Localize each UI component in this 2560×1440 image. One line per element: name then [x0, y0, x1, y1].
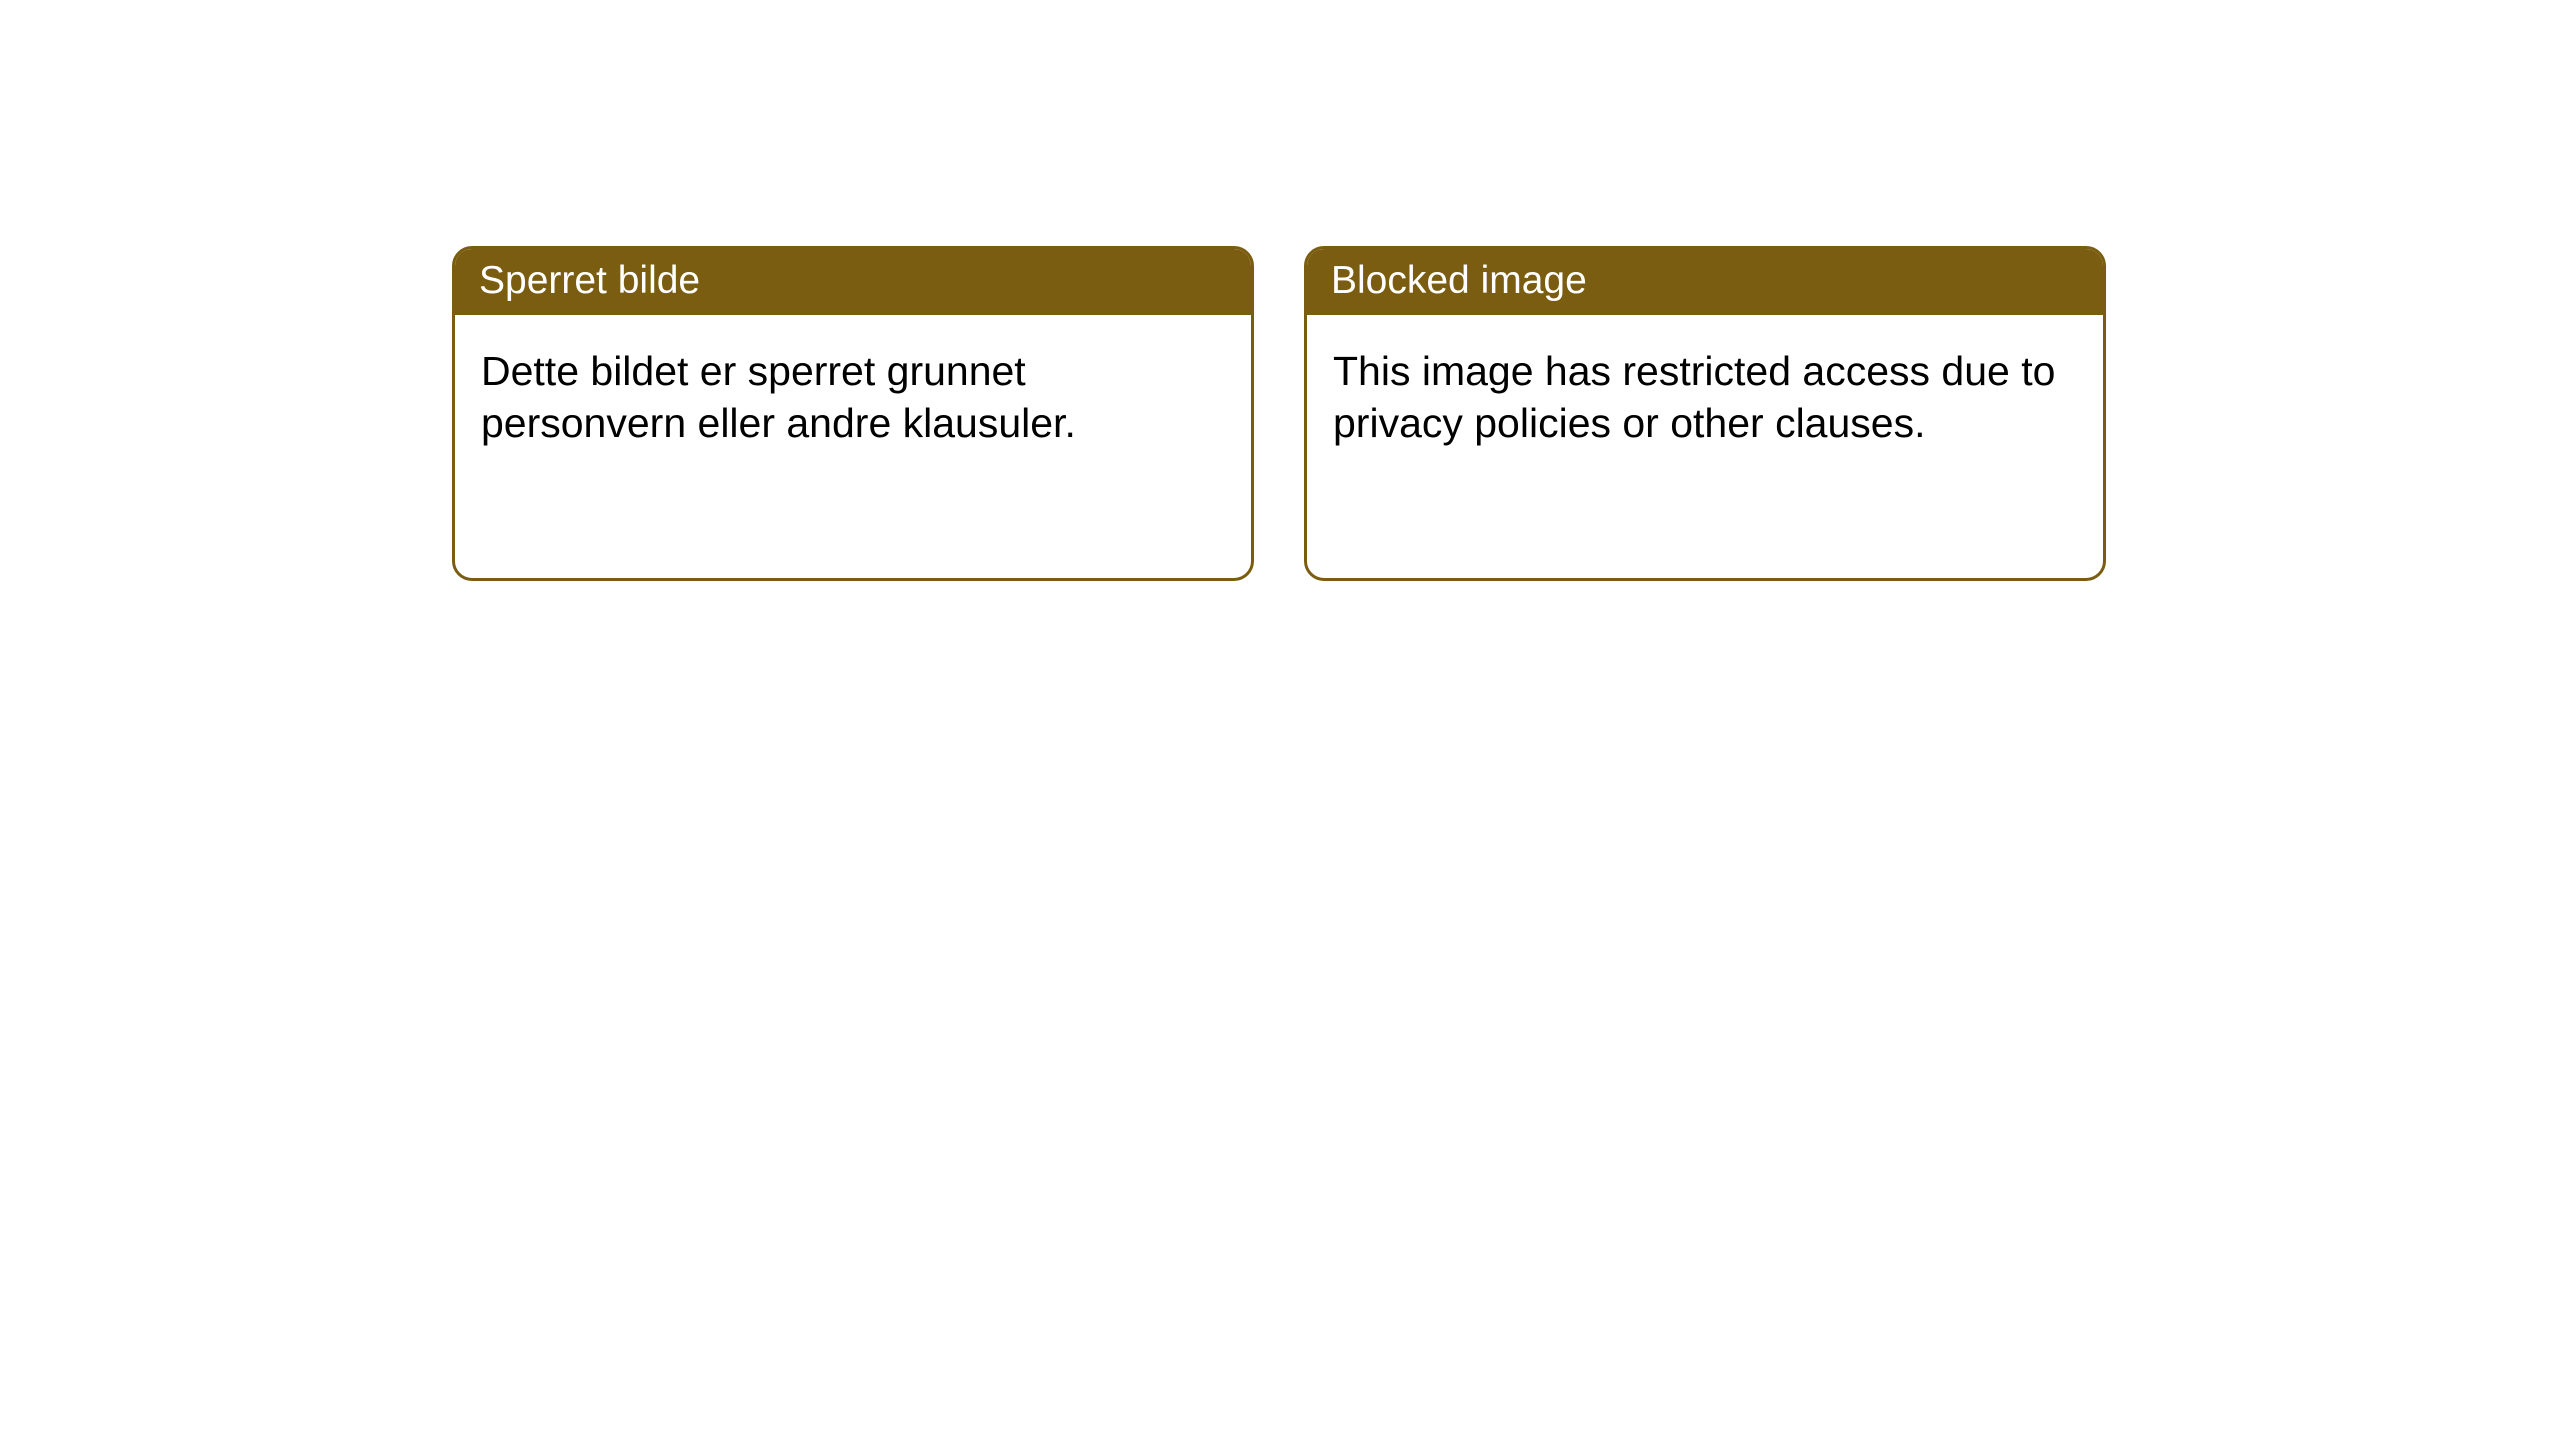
- card-body-no: Dette bildet er sperret grunnet personve…: [455, 315, 1251, 480]
- card-header-en: Blocked image: [1307, 249, 2103, 315]
- card-body-en: This image has restricted access due to …: [1307, 315, 2103, 480]
- blocked-image-card-no: Sperret bilde Dette bildet er sperret gr…: [452, 246, 1254, 581]
- cards-container: Sperret bilde Dette bildet er sperret gr…: [0, 0, 2560, 581]
- blocked-image-card-en: Blocked image This image has restricted …: [1304, 246, 2106, 581]
- card-header-no: Sperret bilde: [455, 249, 1251, 315]
